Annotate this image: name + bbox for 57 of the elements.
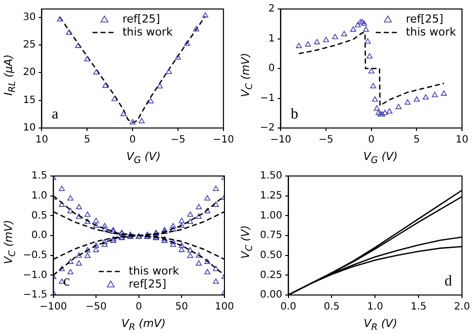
annotation: b	[290, 106, 298, 122]
y-tick-label: 1.5	[31, 170, 48, 182]
y-tick-label: 1.25	[260, 190, 282, 202]
x-tick-label: −10	[270, 134, 292, 146]
y-tick-label: 1.00	[260, 210, 282, 222]
x-tick-label: 2.0	[454, 302, 470, 313]
y-tick-label: 0.0	[31, 230, 48, 242]
x-tick-label: −50	[86, 302, 107, 313]
x-axis-title: V$_{R}$ (V)	[364, 317, 398, 334]
y-tick-label: 0.5	[31, 210, 48, 222]
legend-label: ref[25]	[406, 12, 444, 26]
x-axis-title: V$_{R}$ (mV)	[121, 317, 166, 334]
x-tick-label: −5	[318, 134, 334, 146]
y-tick-label: 0	[268, 63, 275, 74]
x-tick-label: 5	[414, 134, 420, 146]
y-tick-label: 20	[22, 67, 36, 78]
x-tick-label: −100	[40, 302, 68, 313]
x-tick-label: −5	[170, 134, 186, 146]
y-tick-label: −1	[260, 92, 275, 104]
x-tick-label: 100	[214, 302, 234, 313]
legend-label: this work	[128, 264, 180, 278]
y-tick-label: 0.50	[260, 250, 282, 261]
y-tick-label: 0.25	[260, 270, 282, 281]
x-axis-title: V$_{G}$ (V)	[363, 150, 398, 166]
x-tick-label: 5	[84, 134, 90, 146]
x-tick-label: 1.0	[367, 302, 384, 313]
annotation: d	[444, 273, 452, 290]
x-tick-label: 0.5	[324, 302, 340, 313]
annotation: c	[63, 273, 70, 290]
y-tick-label: 0.75	[260, 230, 282, 242]
x-axis-title: V$_{G}$ (V)	[126, 150, 161, 166]
y-tick-label: 25	[22, 40, 36, 51]
y-tick-label: 2	[268, 4, 275, 15]
y-tick-label: −2	[260, 122, 275, 134]
y-tick-label: 1.50	[260, 170, 282, 182]
y-tick-label: −1.0	[22, 270, 48, 281]
y-tick-label: −0.5	[22, 250, 48, 261]
y-tick-label: −1.5	[22, 290, 48, 301]
y-tick-label: 30	[22, 12, 36, 23]
x-tick-label: 50	[175, 302, 188, 313]
x-tick-label: 10	[456, 134, 468, 146]
legend-label: ref[25]	[122, 12, 160, 26]
y-tick-label: 10	[22, 122, 36, 134]
x-tick-label: −10	[212, 134, 234, 146]
x-tick-label: 0	[368, 134, 375, 146]
x-tick-label: 1.5	[410, 302, 427, 313]
y-tick-label: 1.0	[31, 190, 48, 202]
annotation: a	[52, 106, 59, 122]
x-tick-label: 0.0	[280, 302, 296, 313]
y-tick-label: 0.00	[260, 290, 282, 301]
y-tick-label: 15	[22, 94, 36, 106]
x-tick-label: 0	[136, 302, 142, 313]
legend-label: this work	[406, 25, 457, 38]
legend-label: ref[25]	[128, 277, 166, 290]
x-tick-label: 0	[129, 134, 136, 146]
y-tick-label: 1	[268, 33, 275, 44]
legend-label: this work	[122, 25, 174, 38]
